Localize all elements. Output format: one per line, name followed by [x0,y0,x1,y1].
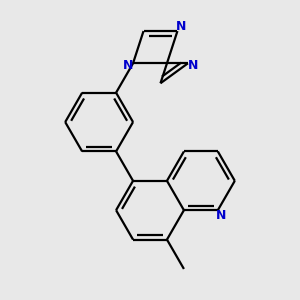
Text: N: N [188,58,199,72]
Text: N: N [122,58,133,72]
Text: N: N [215,208,226,222]
Text: N: N [176,20,186,33]
